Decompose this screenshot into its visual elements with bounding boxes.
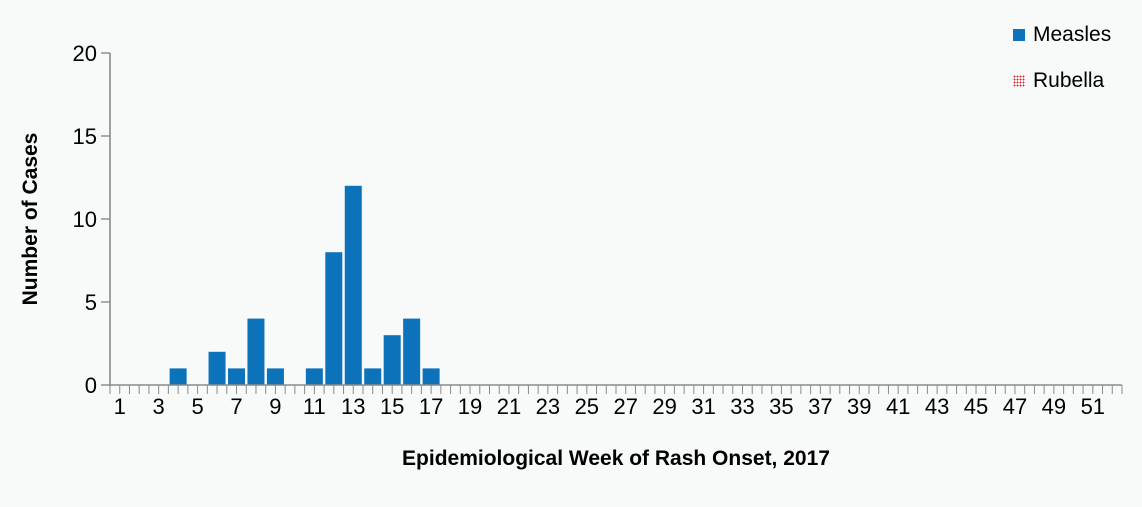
y-tick-label-15: 15 xyxy=(73,124,97,149)
x-tick-label-19: 19 xyxy=(458,394,482,419)
x-tick-label-47: 47 xyxy=(1003,394,1027,419)
y-tick-label-20: 20 xyxy=(73,41,97,66)
bar-measles-week-11 xyxy=(305,368,323,385)
x-tick-label-41: 41 xyxy=(886,394,910,419)
bar-measles-week-12 xyxy=(325,252,343,385)
y-tick-label-10: 10 xyxy=(73,207,97,232)
x-tick-label-23: 23 xyxy=(536,394,560,419)
bar-measles-week-8 xyxy=(247,318,265,385)
bar-measles-week-9 xyxy=(266,368,284,385)
x-tick-label-51: 51 xyxy=(1081,394,1105,419)
x-tick-label-13: 13 xyxy=(341,394,365,419)
bar-measles-week-17 xyxy=(422,368,440,385)
x-axis-title: Epidemiological Week of Rash Onset, 2017 xyxy=(402,447,830,470)
x-tick-label-35: 35 xyxy=(769,394,793,419)
x-tick-label-43: 43 xyxy=(925,394,949,419)
bar-measles-week-7 xyxy=(228,368,245,385)
x-tick-label-39: 39 xyxy=(847,394,871,419)
x-tick-label-9: 9 xyxy=(269,394,281,419)
x-tick-label-45: 45 xyxy=(964,394,988,419)
x-tick-label-27: 27 xyxy=(613,394,637,419)
x-tick-label-3: 3 xyxy=(153,394,165,419)
bar-measles-week-15 xyxy=(383,335,401,385)
x-tick-label-29: 29 xyxy=(652,394,676,419)
x-tick-label-17: 17 xyxy=(419,394,443,419)
x-tick-label-25: 25 xyxy=(575,394,599,419)
legend-label-measles: Measles xyxy=(1033,23,1112,46)
bar-measles-week-6 xyxy=(208,351,226,385)
x-tick-label-15: 15 xyxy=(380,394,404,419)
y-tick-label-5: 5 xyxy=(85,290,97,315)
y-tick-label-0: 0 xyxy=(85,373,97,398)
x-tick-label-5: 5 xyxy=(191,394,203,419)
legend-label-rubella: Rubella xyxy=(1033,69,1105,92)
bar-measles-week-4 xyxy=(169,368,187,385)
rubella-swatch-icon xyxy=(1013,74,1025,87)
bar-measles-week-14 xyxy=(364,368,382,385)
legend: Measles Rubella xyxy=(1013,23,1111,92)
x-tick-label-21: 21 xyxy=(497,394,521,419)
x-tick-label-1: 1 xyxy=(114,394,126,419)
x-tick-label-49: 49 xyxy=(1042,394,1066,419)
x-tick-label-31: 31 xyxy=(691,394,715,419)
measles-swatch-icon xyxy=(1013,28,1025,41)
legend-item-rubella: Rubella xyxy=(1013,69,1111,92)
x-tick-label-11: 11 xyxy=(303,394,326,419)
x-tick-label-33: 33 xyxy=(730,394,754,419)
x-tick-label-37: 37 xyxy=(808,394,832,419)
bar-measles-week-16 xyxy=(403,318,421,385)
x-tick-label-7: 7 xyxy=(230,394,242,419)
legend-item-measles: Measles xyxy=(1013,23,1111,46)
y-axis-title: Number of Cases xyxy=(19,132,42,306)
bar-measles-week-13 xyxy=(344,185,362,385)
